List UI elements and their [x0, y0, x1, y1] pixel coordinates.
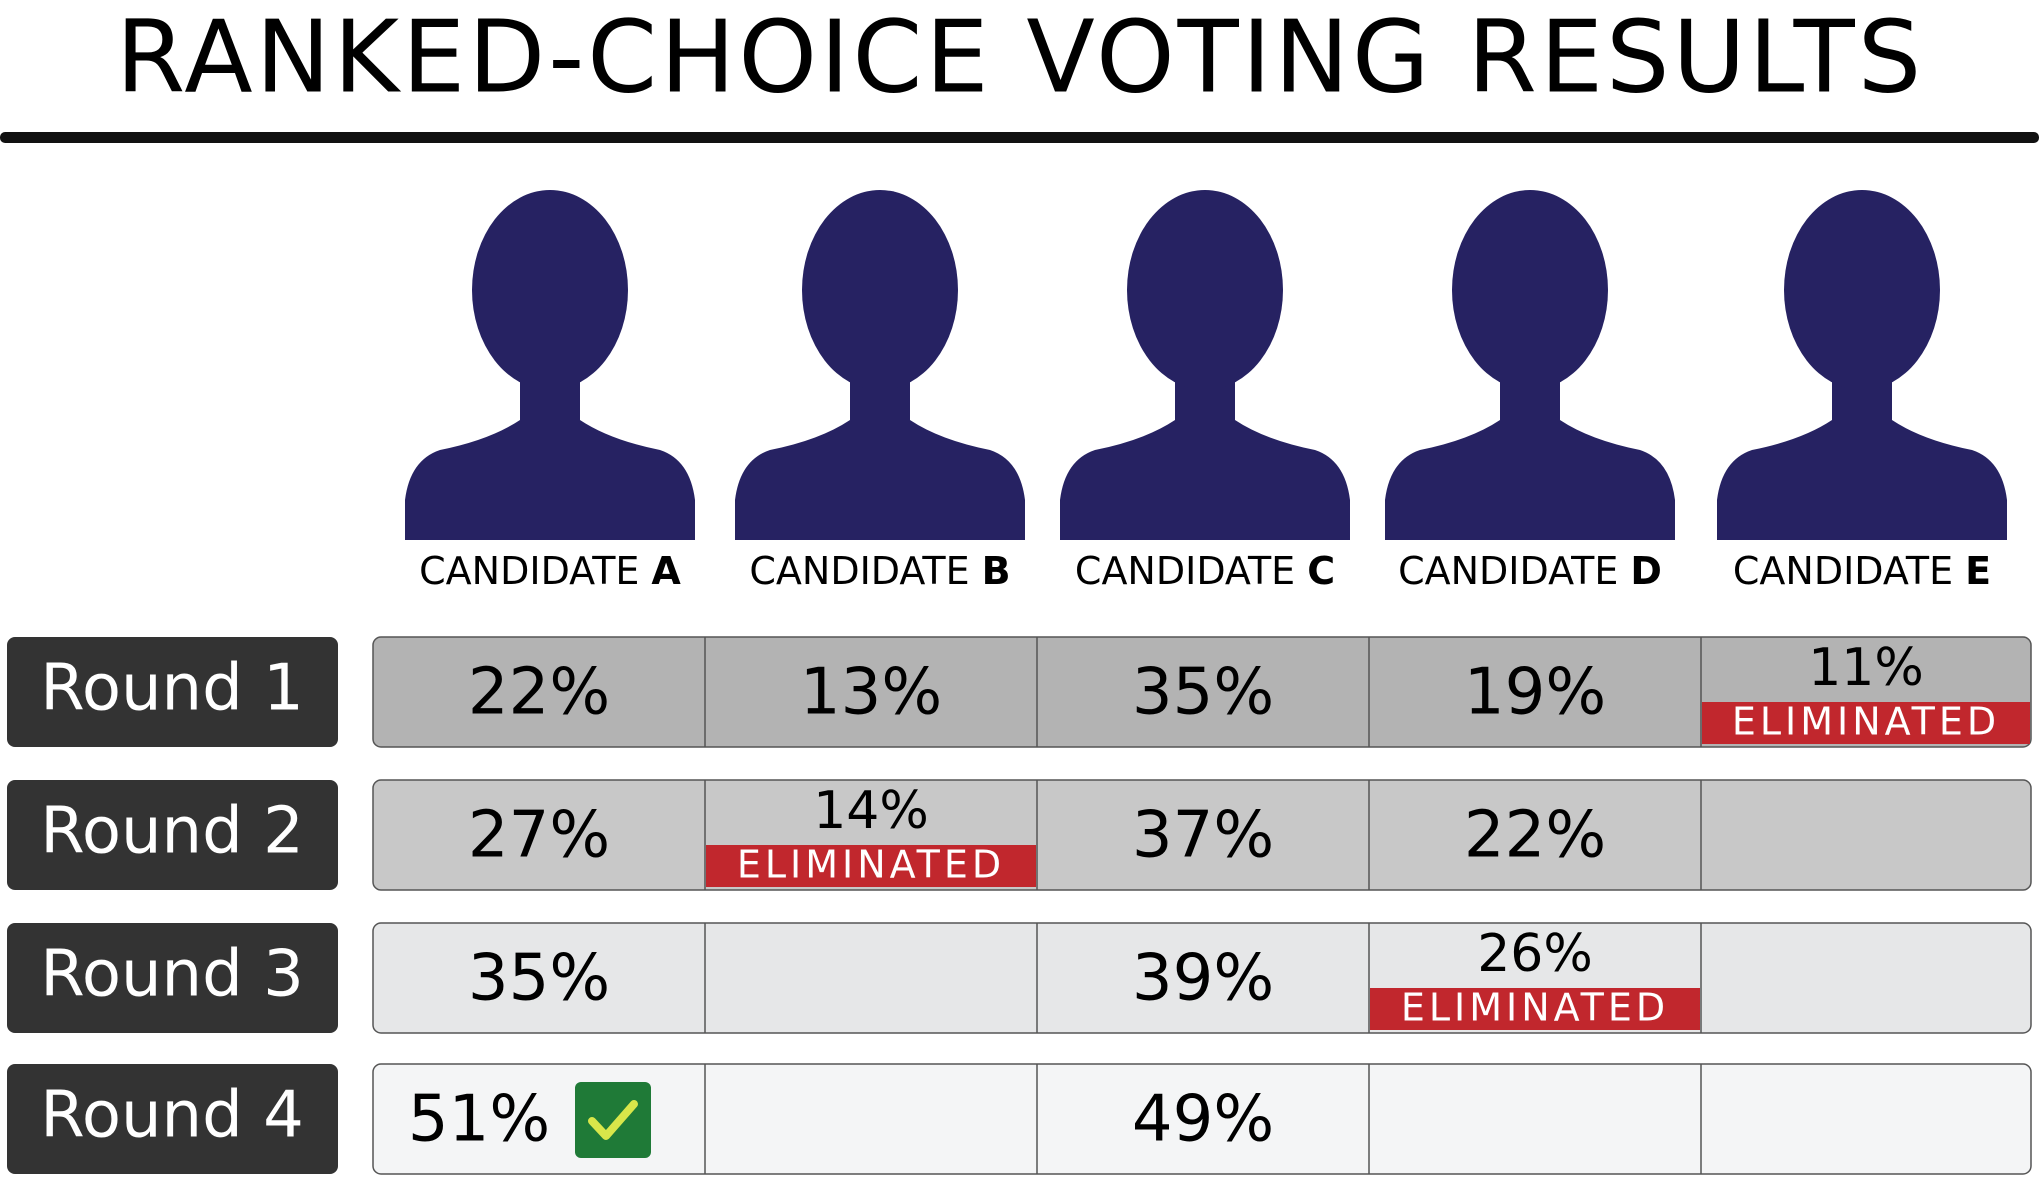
eliminated-band: [1370, 988, 1700, 1030]
silhouette: [735, 190, 1025, 540]
eliminated-label: ELIMINATED: [1401, 986, 1669, 1030]
candidate-label: CANDIDATE E: [1733, 549, 1991, 593]
candidate-label: CANDIDATE D: [1398, 549, 1662, 593]
title-rule: [0, 132, 2039, 143]
title: RANKED-CHOICE VOTING RESULTS: [116, 0, 1924, 115]
eliminated-band: [1702, 702, 2030, 744]
round-label-box: [7, 1064, 338, 1174]
candidate-label: CANDIDATE C: [1075, 549, 1335, 593]
winner-check: [588, 1100, 638, 1140]
cell-value: 39%: [1132, 942, 1274, 1016]
round-label: Round 2: [40, 795, 304, 869]
cell-value: 35%: [1132, 656, 1274, 730]
cell-value: 19%: [1464, 656, 1606, 730]
candidate-label: CANDIDATE B: [749, 549, 1010, 593]
round-label-box: [7, 923, 338, 1033]
cell-value: 22%: [1464, 799, 1606, 873]
cell-value: 27%: [468, 799, 610, 873]
silhouette: [1717, 190, 2007, 540]
cell-value: 11%: [1808, 638, 1924, 698]
winner-badge: [575, 1082, 651, 1158]
candidate-label: CANDIDATE A: [419, 549, 681, 593]
cell-value: 35%: [468, 942, 610, 1016]
silhouettes: [405, 190, 2007, 540]
round-label-box: [7, 637, 338, 747]
candidate-letter: B: [982, 549, 1011, 593]
round-row: [372, 1063, 2032, 1175]
cell-value: 49%: [1132, 1083, 1274, 1157]
round-row: [372, 636, 2032, 748]
candidate-letter: E: [1965, 549, 1991, 593]
candidate-letter: D: [1630, 549, 1662, 593]
eliminated-band: [706, 845, 1036, 887]
cell-value: 37%: [1132, 799, 1274, 873]
cell-value: 13%: [800, 656, 942, 730]
cell-value: 26%: [1477, 924, 1593, 984]
candidate-prefix: CANDIDATE: [419, 549, 639, 593]
round-label: Round 3: [40, 938, 304, 1012]
round-label: Round 1: [40, 652, 304, 726]
round-label: Round 4: [40, 1079, 304, 1153]
silhouette: [1385, 190, 1675, 540]
candidate-prefix: CANDIDATE: [1398, 549, 1618, 593]
candidate-letter: A: [651, 549, 681, 593]
table: CANDIDATE A CANDIDATE B CANDIDATE C CANDIDATE D…: [7, 549, 2032, 1175]
candidate-prefix: CANDIDATE: [749, 549, 969, 593]
cell-value: 14%: [813, 781, 929, 841]
eliminated-label: ELIMINATED: [737, 843, 1005, 887]
round-label-box: [7, 780, 338, 890]
silhouette: [1060, 190, 1350, 540]
candidate-letter: C: [1307, 549, 1335, 593]
silhouette: [405, 190, 695, 540]
eliminated-label: ELIMINATED: [1732, 700, 2000, 744]
cell-value: 22%: [468, 656, 610, 730]
candidate-prefix: CANDIDATE: [1075, 549, 1295, 593]
cell-value: 51%: [408, 1083, 550, 1157]
candidate-prefix: CANDIDATE: [1733, 549, 1953, 593]
